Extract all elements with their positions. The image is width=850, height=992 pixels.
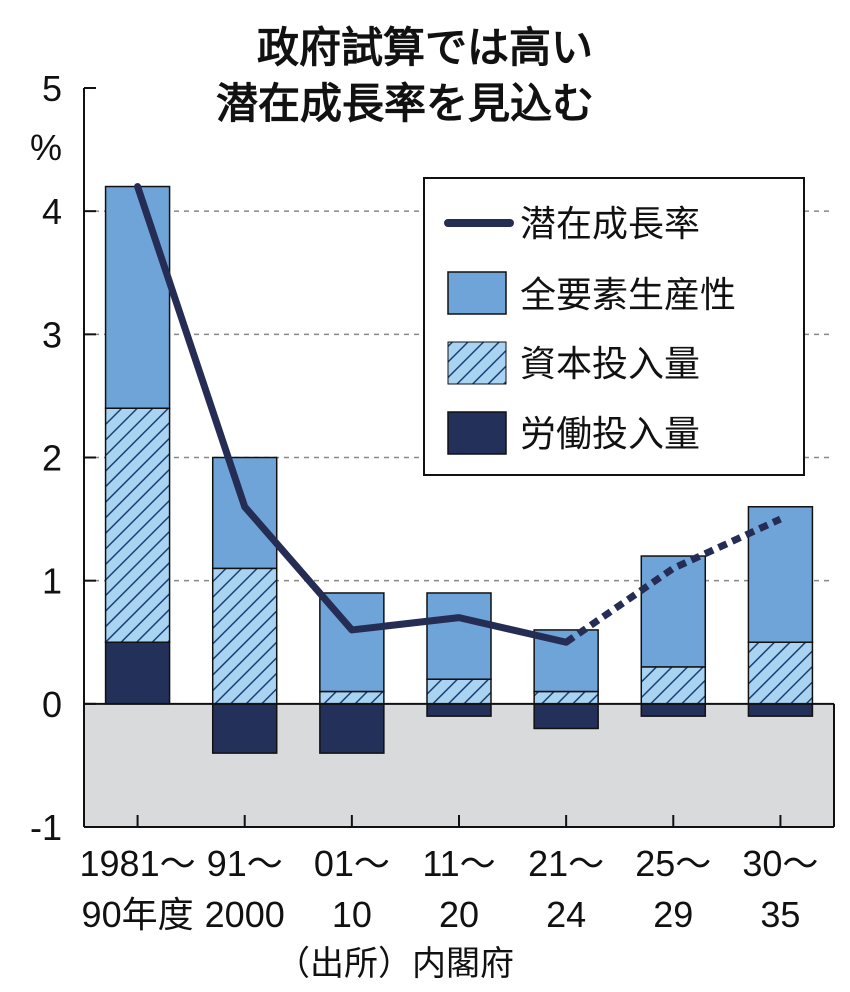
bar-segment-tfp (211, 456, 278, 570)
legend: 潜在成長率 全要素生産性 資本投入量 労働投入量 (423, 177, 805, 476)
legend-swatch-labor (447, 411, 507, 455)
y-axis-unit: % (30, 127, 62, 168)
chart-title-line-2: 潜在成長率を見込む (216, 79, 594, 128)
bar-segment-labor (533, 703, 599, 730)
legend-swatch-capital (447, 341, 507, 385)
x-tick-label: 35 (760, 894, 800, 935)
x-tick-label: 11～ (422, 843, 495, 884)
bar-segment-tfp (104, 185, 171, 409)
x-tick-label: 21～ (528, 843, 604, 884)
y-tick-label: -1 (30, 807, 62, 848)
legend-label-line: 潜在成長率 (520, 204, 700, 245)
bar-segment-capital (104, 407, 171, 643)
y-tick-label: 4 (42, 191, 62, 232)
bar-segment-tfp (426, 592, 492, 680)
growth-line (134, 183, 782, 646)
bar-segment-tfp (640, 555, 707, 668)
negative-region (84, 703, 834, 827)
legend-label-capital: 資本投入量 (520, 344, 700, 385)
x-tick-label: 90年度 (82, 894, 194, 935)
bar-segment-capital (747, 641, 814, 705)
x-tick-label: 20 (439, 894, 479, 935)
bar-segment-capital (640, 666, 707, 705)
x-tick-label: 25～ (635, 843, 711, 884)
y-tick-label: 2 (42, 438, 62, 479)
legend-label-tfp: 全要素生産性 (520, 275, 736, 316)
bar-segment-tfp (747, 506, 814, 643)
bar-segment-labor (640, 703, 707, 717)
bar-segment-capital (426, 678, 492, 705)
legend-swatch-tfp (447, 271, 507, 315)
bar-segment-labor (747, 703, 814, 717)
y-tick-label: 1 (42, 561, 62, 602)
bar-segment-labor (426, 703, 492, 717)
bar-segment-labor (104, 641, 171, 705)
x-tick-label: 29 (653, 894, 693, 935)
x-tick-label: 24 (546, 894, 586, 935)
y-tick-label: 5 (42, 68, 62, 109)
bar-segment-capital (533, 690, 599, 705)
axes (83, 87, 835, 828)
x-tick-label: 1981～ (80, 843, 196, 884)
x-tick-label: 30～ (742, 843, 818, 884)
legend-label-labor: 労働投入量 (520, 414, 700, 455)
source-note: （出所）内閣府 (276, 944, 514, 984)
y-tick-label: 3 (42, 314, 62, 355)
x-tick-label: 01～ (314, 843, 390, 884)
x-tick-label: 91～ (207, 843, 283, 884)
y-tick-label: 0 (42, 684, 62, 725)
y-tick-labels: -1 0 1 2 3 4 5 (30, 68, 62, 848)
bar-segment-capital (211, 567, 278, 705)
x-tick-label: 2000 (205, 894, 285, 935)
bars (84, 185, 834, 754)
x-tick-label: 10 (332, 894, 372, 935)
x-tick-labels: 1981～ 90年度 91～ 2000 01～ 10 11～ 20 21～ 24 25～ 29 30～ 3… (80, 843, 819, 935)
bar-segment-labor (319, 703, 385, 754)
chart-title-line-1: 政府試算では高い (257, 23, 593, 72)
bar-segment-labor (211, 703, 278, 754)
chart-title: 政府試算では高い 潜在成長率を見込む (216, 23, 594, 128)
growth-line-actual (134, 183, 570, 646)
bar-segment-capital (319, 690, 385, 705)
